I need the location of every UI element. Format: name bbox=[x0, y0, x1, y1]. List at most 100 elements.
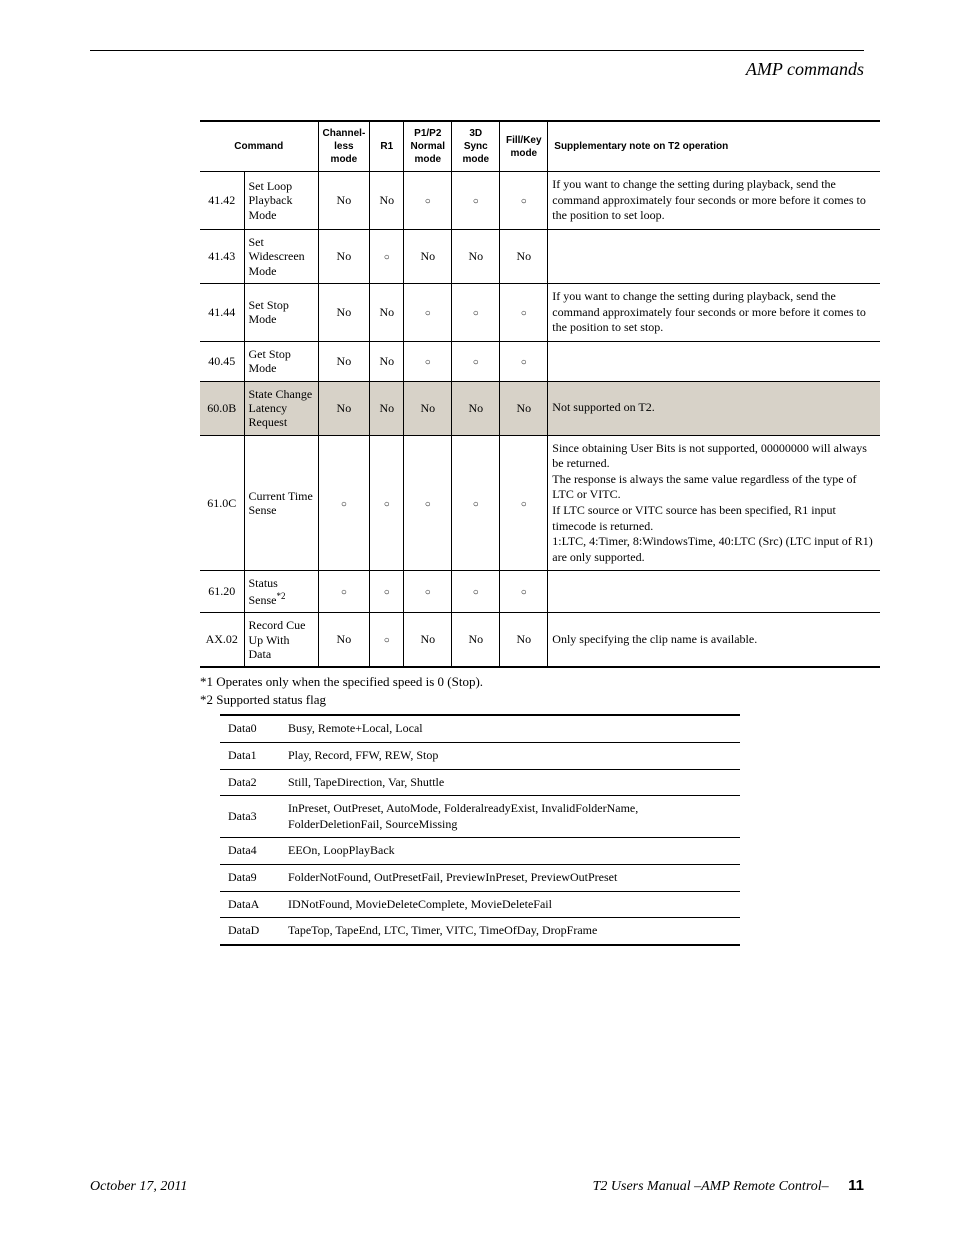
footer-manual: T2 Users Manual –AMP Remote Control– bbox=[593, 1179, 829, 1194]
table-row: 41.44Set Stop ModeNoNo○○○If you want to … bbox=[200, 283, 880, 341]
table-cell: ○ bbox=[404, 571, 452, 613]
table-cell: Only specifying the clip name is availab… bbox=[548, 613, 880, 668]
table-cell: ○ bbox=[404, 341, 452, 381]
table-cell: ○ bbox=[500, 172, 548, 230]
circle-icon: ○ bbox=[521, 308, 527, 319]
circle-icon: ○ bbox=[425, 357, 431, 368]
circle-icon: ○ bbox=[341, 587, 347, 598]
table-cell: Status Sense*2 bbox=[244, 571, 318, 613]
table-cell: No bbox=[370, 283, 404, 341]
table-cell: Since obtaining User Bits is not support… bbox=[548, 435, 880, 571]
table-row: 41.43Set Widescreen ModeNo○NoNoNo bbox=[200, 229, 880, 283]
table-cell: No bbox=[452, 613, 500, 668]
page-footer: October 17, 2011 T2 Users Manual –AMP Re… bbox=[90, 1177, 864, 1195]
table-cell: If you want to change the setting during… bbox=[548, 172, 880, 230]
flag-key: Data0 bbox=[220, 715, 280, 742]
table-cell bbox=[548, 571, 880, 613]
table-cell: Set Widescreen Mode bbox=[244, 229, 318, 283]
table-cell: No bbox=[318, 172, 370, 230]
flag-row: Data1Play, Record, FFW, REW, Stop bbox=[220, 742, 740, 769]
table-cell: Set Stop Mode bbox=[244, 283, 318, 341]
table-cell: AX.02 bbox=[200, 613, 244, 668]
flag-value: Still, TapeDirection, Var, Shuttle bbox=[280, 769, 740, 796]
table-cell: No bbox=[370, 341, 404, 381]
circle-icon: ○ bbox=[473, 308, 479, 319]
table-cell: If you want to change the setting during… bbox=[548, 283, 880, 341]
circle-icon: ○ bbox=[425, 587, 431, 598]
table-cell: Record Cue Up With Data bbox=[244, 613, 318, 668]
table-cell: 41.42 bbox=[200, 172, 244, 230]
table-row: 40.45Get Stop ModeNoNo○○○ bbox=[200, 341, 880, 381]
table-cell: No bbox=[370, 172, 404, 230]
table-row: 41.42Set Loop Playback ModeNoNo○○○If you… bbox=[200, 172, 880, 230]
circle-icon: ○ bbox=[473, 499, 479, 510]
table-cell: ○ bbox=[370, 571, 404, 613]
circle-icon: ○ bbox=[341, 499, 347, 510]
table-cell: ○ bbox=[500, 341, 548, 381]
flag-row: DataDTapeTop, TapeEnd, LTC, Timer, VITC,… bbox=[220, 918, 740, 945]
table-cell: No bbox=[404, 381, 452, 435]
table-cell: Not supported on T2. bbox=[548, 381, 880, 435]
flag-key: Data9 bbox=[220, 864, 280, 891]
flag-row: DataAIDNotFound, MovieDeleteComplete, Mo… bbox=[220, 891, 740, 918]
table-cell: State Change Latency Request bbox=[244, 381, 318, 435]
table-row: AX.02Record Cue Up With DataNo○NoNoNoOnl… bbox=[200, 613, 880, 668]
header-command: Command bbox=[200, 121, 318, 172]
table-cell: No bbox=[318, 613, 370, 668]
status-flag-table: Data0Busy, Remote+Local, LocalData1Play,… bbox=[220, 714, 740, 945]
table-cell: Current Time Sense bbox=[244, 435, 318, 571]
circle-icon: ○ bbox=[384, 252, 390, 263]
circle-icon: ○ bbox=[425, 308, 431, 319]
table-cell: No bbox=[452, 381, 500, 435]
table-row: 60.0BState Change Latency RequestNoNoNoN… bbox=[200, 381, 880, 435]
table-cell: No bbox=[452, 229, 500, 283]
footer-page-number: 11 bbox=[848, 1177, 864, 1194]
circle-icon: ○ bbox=[384, 499, 390, 510]
circle-icon: ○ bbox=[473, 196, 479, 207]
table-cell: No bbox=[318, 283, 370, 341]
command-table: Command Channel-less mode R1 P1/P2 Norma… bbox=[200, 120, 880, 668]
table-cell: ○ bbox=[404, 283, 452, 341]
flag-key: DataA bbox=[220, 891, 280, 918]
header-fillkey: Fill/Key mode bbox=[500, 121, 548, 172]
superscript: *2 bbox=[277, 591, 286, 601]
table-cell: ○ bbox=[318, 571, 370, 613]
header-rule bbox=[90, 50, 864, 51]
table-cell: ○ bbox=[500, 435, 548, 571]
table-cell: No bbox=[404, 613, 452, 668]
flag-value: InPreset, OutPreset, AutoMode, Folderalr… bbox=[280, 796, 740, 838]
table-cell: ○ bbox=[452, 283, 500, 341]
table-cell: No bbox=[500, 381, 548, 435]
flag-key: Data1 bbox=[220, 742, 280, 769]
header-3dsync: 3D Sync mode bbox=[452, 121, 500, 172]
table-cell: No bbox=[404, 229, 452, 283]
table-cell: No bbox=[318, 341, 370, 381]
table-cell bbox=[548, 229, 880, 283]
table-cell: ○ bbox=[370, 613, 404, 668]
flag-row: Data4EEOn, LoopPlayBack bbox=[220, 838, 740, 865]
table-row: 61.0CCurrent Time Sense○○○○○Since obtain… bbox=[200, 435, 880, 571]
flag-value: EEOn, LoopPlayBack bbox=[280, 838, 740, 865]
table-cell: ○ bbox=[452, 571, 500, 613]
table-cell: 40.45 bbox=[200, 341, 244, 381]
table-cell: ○ bbox=[404, 172, 452, 230]
flag-value: IDNotFound, MovieDeleteComplete, MovieDe… bbox=[280, 891, 740, 918]
table-cell: ○ bbox=[370, 229, 404, 283]
footer-right: T2 Users Manual –AMP Remote Control– 11 bbox=[593, 1177, 864, 1195]
table-cell: ○ bbox=[404, 435, 452, 571]
flag-row: Data9FolderNotFound, OutPresetFail, Prev… bbox=[220, 864, 740, 891]
table-header-row: Command Channel-less mode R1 P1/P2 Norma… bbox=[200, 121, 880, 172]
circle-icon: ○ bbox=[473, 357, 479, 368]
page-title: AMP commands bbox=[90, 59, 864, 80]
circle-icon: ○ bbox=[473, 587, 479, 598]
circle-icon: ○ bbox=[521, 587, 527, 598]
table-cell: ○ bbox=[452, 172, 500, 230]
table-cell: 61.20 bbox=[200, 571, 244, 613]
flag-key: Data4 bbox=[220, 838, 280, 865]
flag-key: Data2 bbox=[220, 769, 280, 796]
table-cell: 60.0B bbox=[200, 381, 244, 435]
header-r1: R1 bbox=[370, 121, 404, 172]
flag-row: Data3InPreset, OutPreset, AutoMode, Fold… bbox=[220, 796, 740, 838]
table-cell: ○ bbox=[318, 435, 370, 571]
circle-icon: ○ bbox=[384, 635, 390, 646]
